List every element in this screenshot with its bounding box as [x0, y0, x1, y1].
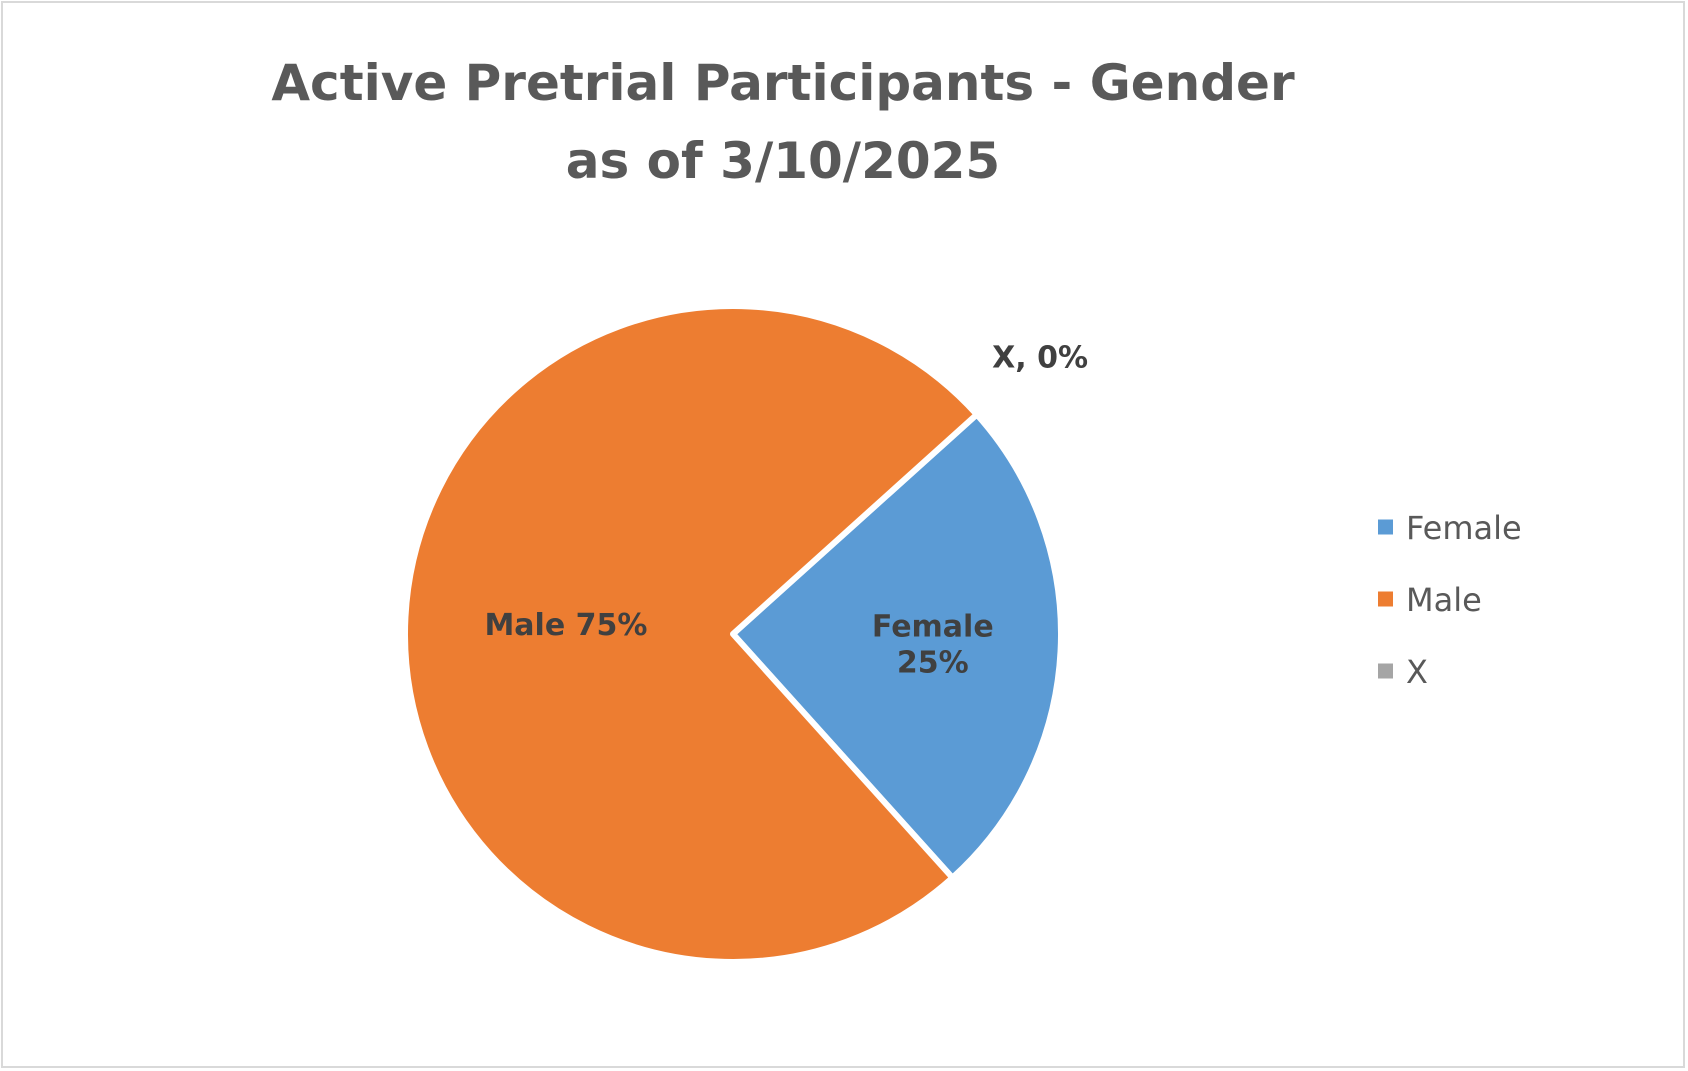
legend: Female Male X	[1378, 509, 1522, 691]
pie-slices	[402, 303, 1064, 965]
legend-swatch-female	[1378, 519, 1393, 535]
chart-subtitle: as of 3/10/2025	[566, 132, 1000, 190]
data-label-male: Male 75%	[484, 608, 647, 643]
legend-label-x: X	[1406, 653, 1428, 691]
data-label-x: X, 0%	[992, 340, 1088, 375]
pie-slice-female	[730, 411, 1064, 881]
slice-labels: Female 25% Male 75% X, 0%	[484, 340, 1088, 680]
legend-label-male: Male	[1406, 581, 1482, 619]
data-label-female: Female 25%	[872, 609, 994, 680]
legend-swatch-x	[1378, 663, 1393, 679]
legend-swatch-male	[1378, 591, 1393, 607]
pie-slice-male	[402, 303, 980, 965]
legend-label-female: Female	[1406, 509, 1522, 547]
chart-title: Active Pretrial Participants - Gender	[271, 54, 1295, 112]
